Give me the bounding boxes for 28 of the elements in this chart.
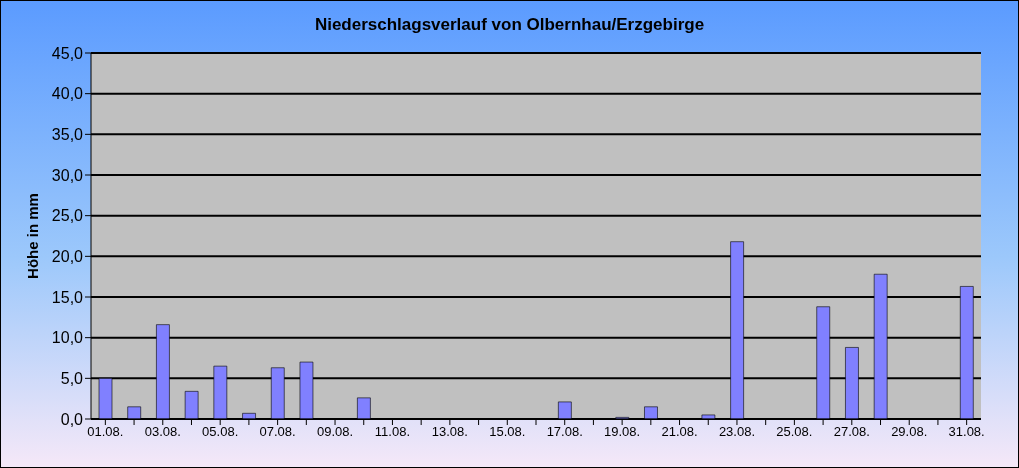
x-tick-label: 23.08. bbox=[718, 424, 756, 440]
x-tick-label: 25.08. bbox=[776, 424, 813, 440]
x-tick-label: 09.08. bbox=[316, 424, 354, 440]
y-tick-label: 35,0 bbox=[51, 126, 84, 144]
x-tick-label: 27.08. bbox=[833, 424, 870, 440]
y-tick-label: 10,0 bbox=[51, 329, 84, 347]
y-tick-label: 0,0 bbox=[60, 410, 84, 428]
y-tick-label: 40,0 bbox=[51, 85, 84, 103]
chart-title: Niederschlagsverlauf von Olbernhau/Erzgebirge bbox=[313, 15, 706, 35]
x-tick-label: 29.08. bbox=[891, 424, 928, 440]
x-tick-label: 01.08. bbox=[87, 424, 124, 440]
y-tick-label: 20,0 bbox=[51, 248, 84, 266]
x-tick-label: 31.08. bbox=[948, 424, 985, 440]
x-tick-label: 03.08. bbox=[144, 424, 181, 440]
x-tick-label: 05.08. bbox=[202, 424, 239, 440]
y-tick-label: 45,0 bbox=[51, 44, 84, 62]
x-tick-label: 13.08. bbox=[431, 424, 468, 440]
x-tick-label: 15.08. bbox=[489, 424, 526, 440]
x-tick-label: 21.08. bbox=[661, 424, 698, 440]
y-tick-label: 30,0 bbox=[51, 166, 84, 184]
y-tick-label: 25,0 bbox=[51, 207, 84, 225]
x-tick-label: 19.08. bbox=[604, 424, 641, 440]
x-tick-label: 17.08. bbox=[546, 424, 583, 440]
y-tick-label: 5,0 bbox=[60, 370, 84, 388]
x-tick-label: 11.08. bbox=[374, 424, 411, 440]
x-tick-label: 07.08. bbox=[259, 424, 296, 440]
y-axis-title: Höhe in mm bbox=[24, 193, 42, 279]
y-tick-label: 15,0 bbox=[51, 288, 84, 306]
